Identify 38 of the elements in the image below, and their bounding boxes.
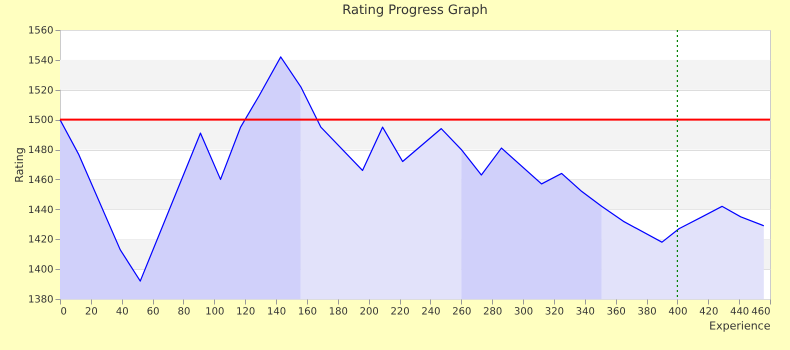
x-tick-label: 100 [205,306,224,318]
x-tick-label: 420 [699,306,718,318]
x-tick-label: 140 [267,306,286,318]
x-tick-label: 440 [730,306,750,318]
y-tick-label: 1540 [28,55,54,66]
x-tick-label: 320 [544,306,564,318]
x-tick-label: 340 [576,306,595,318]
x-tick-label: 220 [390,306,410,318]
x-tick-label: 360 [606,306,626,318]
line-series [59,56,764,282]
y-tick-label: 1500 [28,115,54,126]
y-tick-label: 1420 [28,234,54,246]
x-tick-label: 280 [483,306,502,318]
x-tick-label: 380 [637,306,657,318]
x-tick-label: 400 [668,306,688,318]
x-tick-label: 300 [514,306,534,318]
y-tick-label: 1400 [28,264,54,276]
y-tick-label: 1460 [28,174,54,186]
x-tick-label: 120 [236,306,256,318]
y-tick-label: 1440 [28,204,54,216]
y-tick-label: 1520 [28,85,54,96]
chart-title: Rating Progress Graph [342,3,488,18]
x-tick-label: 40 [116,306,129,318]
x-tick-label: 20 [85,306,98,318]
x-tick-label: 200 [360,306,379,318]
x-tick-label: 460 [751,306,770,318]
x-tick-label: 180 [328,306,348,318]
y-tick-label: 1480 [28,145,54,156]
x-tick-label: 240 [421,306,440,318]
x-tick-label: 260 [452,306,472,318]
x-tick-label: 0 [60,306,67,318]
x-tick-label: 60 [146,306,160,318]
x-axis-title: Experience [709,320,771,332]
x-tick-label: 80 [178,306,190,318]
y-tick-label: 1380 [28,294,54,306]
y-axis-title: Rating [13,147,26,183]
x-tick-label: 160 [298,306,318,318]
y-tick-label: 1560 [28,26,54,36]
